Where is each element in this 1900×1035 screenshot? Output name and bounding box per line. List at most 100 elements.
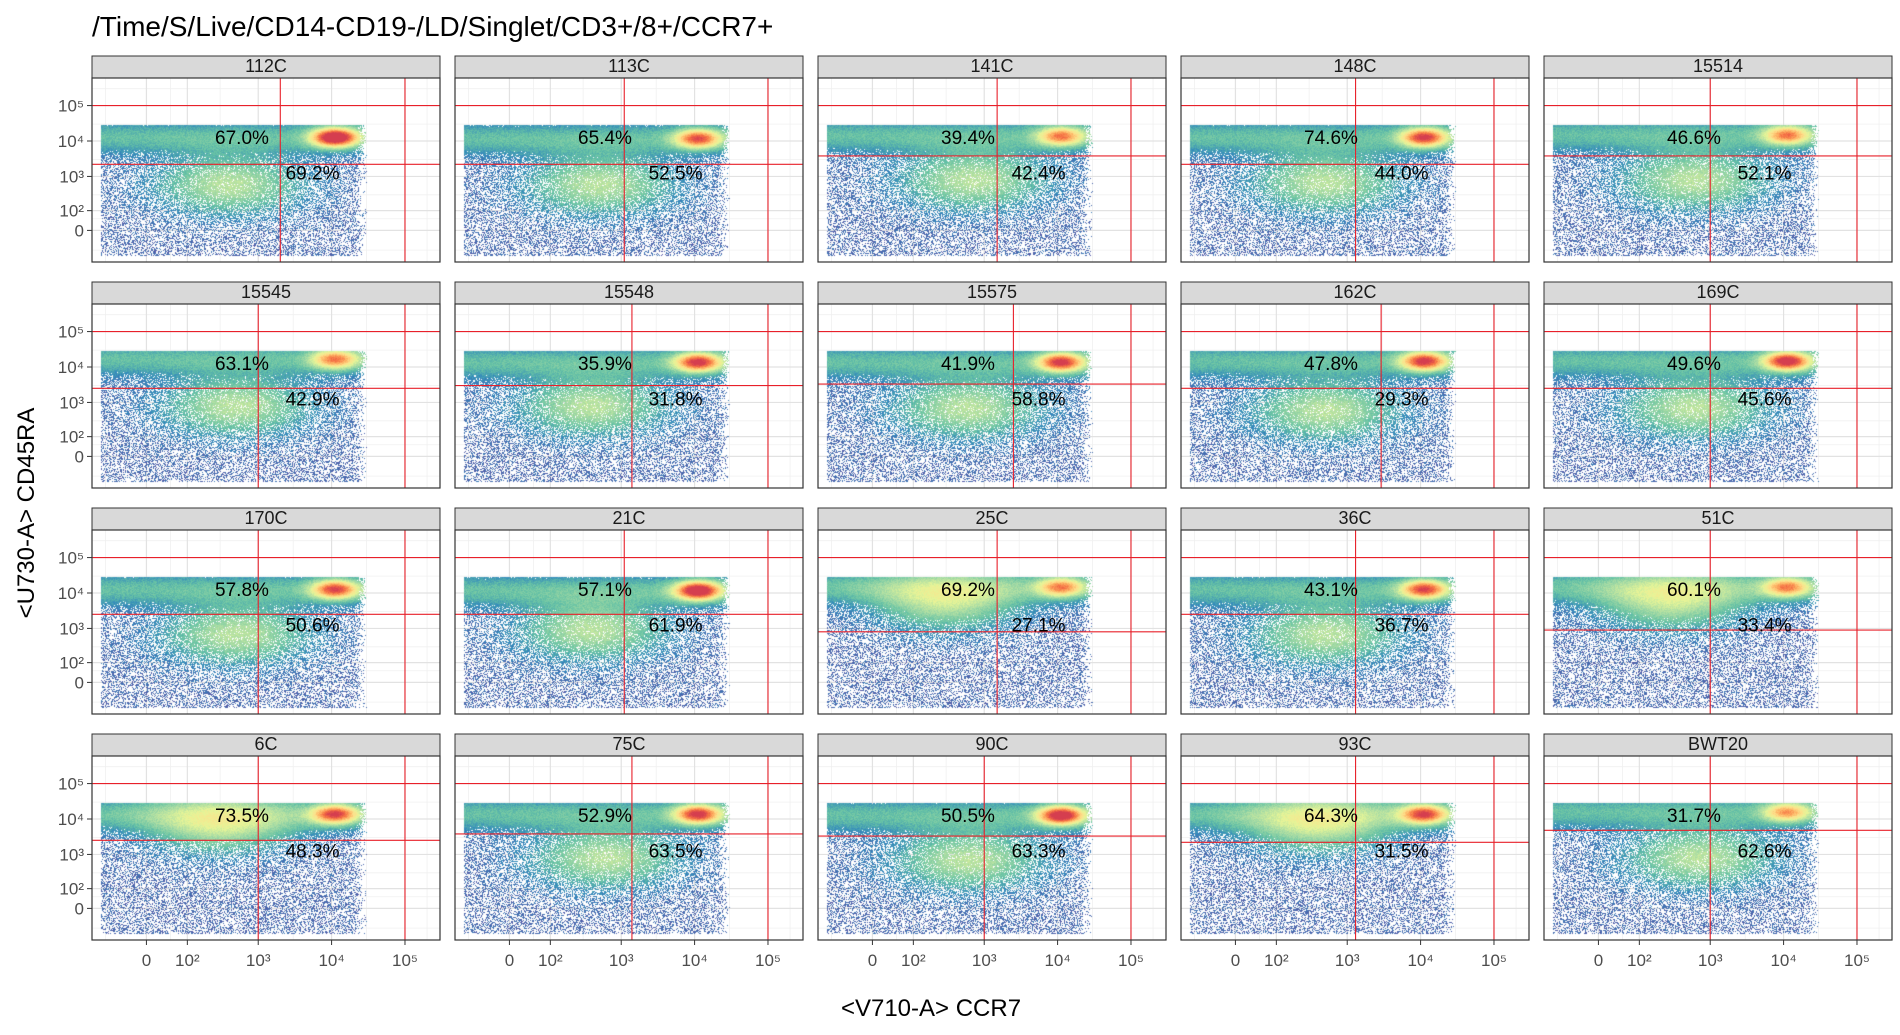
y-tick-label: 0 (75, 447, 84, 466)
x-tick-label: 10⁴ (318, 951, 344, 970)
y-tick-label: 10⁵ (58, 97, 84, 116)
upper-gate-percentage: 67.0% (215, 128, 269, 149)
gate-lines (818, 530, 1166, 714)
facet-panel: 93C 64.3% 31.5% 0 10² 10³ 10⁴ 10⁵ (1180, 733, 1530, 970)
upper-gate-percentage: 52.9% (578, 806, 632, 827)
x-tick-label: 0 (1231, 951, 1240, 970)
facet-panel: 21C 57.1% 61.9% (454, 507, 804, 715)
y-tick-label: 10⁵ (58, 549, 84, 568)
x-tick-label: 10⁵ (1844, 951, 1870, 970)
panel-border (1543, 303, 1893, 489)
facet-panel: 169C 49.6% 45.6% (1543, 281, 1893, 489)
density-layer (455, 304, 803, 488)
x-tick-label: 10² (1627, 951, 1652, 970)
x-tick-label: 10² (1264, 951, 1289, 970)
x-tick-label: 10² (901, 951, 926, 970)
lower-gate-percentage: 29.3% (1375, 389, 1429, 410)
lower-gate-percentage: 61.9% (649, 615, 703, 636)
x-tick-label: 10³ (972, 951, 997, 970)
gate-lines (1181, 304, 1529, 488)
density-canvas (818, 756, 1166, 940)
upper-gate-percentage: 63.1% (215, 354, 269, 375)
density-layer (1544, 78, 1892, 262)
x-tick-label: 10³ (609, 951, 634, 970)
x-tick-label: 10⁵ (755, 951, 781, 970)
facet-panel: 25C 69.2% 27.1% (817, 507, 1167, 715)
facet-label: 169C (1696, 282, 1739, 302)
x-tick-label: 10⁴ (681, 951, 707, 970)
gate-lines (1181, 530, 1529, 714)
facet-label: 21C (612, 508, 645, 528)
upper-gate-percentage: 41.9% (941, 354, 995, 375)
density-canvas (1181, 530, 1529, 714)
facet-panel: 141C 39.4% 42.4% (817, 55, 1167, 263)
density-layer (1544, 756, 1892, 940)
panel-border (1180, 529, 1530, 715)
facet-label: 93C (1338, 734, 1371, 754)
density-canvas (1544, 756, 1892, 940)
x-tick-label: 10² (538, 951, 563, 970)
x-tick-label: 10⁵ (1118, 951, 1144, 970)
density-layer (818, 78, 1166, 262)
panel-border (1180, 77, 1530, 263)
panel-border (817, 529, 1167, 715)
panel-border (91, 77, 441, 263)
panel-border (91, 303, 441, 489)
facet-panel: BWT20 31.7% 62.6% 0 10² 10³ 10⁴ 10⁵ (1543, 733, 1893, 970)
upper-gate-percentage: 65.4% (578, 128, 632, 149)
lower-gate-percentage: 31.8% (649, 389, 703, 410)
upper-gate-percentage: 57.8% (215, 580, 269, 601)
upper-gate-percentage: 49.6% (1667, 354, 1721, 375)
density-canvas (92, 756, 440, 940)
upper-gate-percentage: 57.1% (578, 580, 632, 601)
gate-lines (455, 78, 803, 262)
density-layer (1181, 78, 1529, 262)
facet-panel: 15575 41.9% 58.8% (817, 281, 1167, 489)
x-tick-label: 10² (175, 951, 200, 970)
gate-lines (1544, 78, 1892, 262)
density-canvas (455, 304, 803, 488)
x-tick-label: 0 (505, 951, 514, 970)
density-canvas (1544, 304, 1892, 488)
density-layer (1181, 530, 1529, 714)
facet-label: BWT20 (1688, 734, 1748, 754)
x-tick-label: 10⁵ (392, 951, 418, 970)
y-tick-label: 10⁴ (58, 358, 84, 377)
density-layer (92, 304, 440, 488)
gate-lines (92, 530, 440, 714)
facet-label: 15514 (1693, 56, 1743, 76)
gate-lines (1181, 78, 1529, 262)
gate-lines (92, 304, 440, 488)
x-tick-label: 0 (868, 951, 877, 970)
facet-label: 112C (245, 56, 287, 76)
density-layer (818, 756, 1166, 940)
panel-border (817, 303, 1167, 489)
lower-gate-percentage: 52.1% (1738, 163, 1792, 184)
facet-label: 90C (975, 734, 1008, 754)
y-axis-title: <U730-A> CD45RA (13, 408, 40, 619)
upper-gate-percentage: 31.7% (1667, 806, 1721, 827)
lower-gate-percentage: 45.6% (1738, 389, 1792, 410)
x-tick-label: 10³ (1698, 951, 1723, 970)
facet-label: 75C (612, 734, 645, 754)
panel-border (817, 77, 1167, 263)
density-canvas (455, 756, 803, 940)
upper-gate-percentage: 69.2% (941, 580, 995, 601)
facet-panel: 51C 60.1% 33.4% (1543, 507, 1893, 715)
x-tick-label: 10⁴ (1407, 951, 1433, 970)
y-tick-label: 10² (59, 654, 84, 673)
density-canvas (818, 78, 1166, 262)
gate-lines (1544, 304, 1892, 488)
density-canvas (455, 530, 803, 714)
density-canvas (1181, 304, 1529, 488)
lower-gate-percentage: 58.8% (1012, 389, 1066, 410)
density-layer (1181, 304, 1529, 488)
panel-border (1543, 755, 1893, 941)
chart-title: /Time/S/Live/CD14-CD19-/LD/Singlet/CD3+/… (92, 11, 773, 42)
upper-gate-percentage: 64.3% (1304, 806, 1358, 827)
density-canvas (1544, 78, 1892, 262)
lower-gate-percentage: 62.6% (1738, 841, 1792, 862)
facet-panels: 112C67.0%69.2%010²10³10⁴10⁵113C65.4%52.5… (58, 55, 1893, 970)
